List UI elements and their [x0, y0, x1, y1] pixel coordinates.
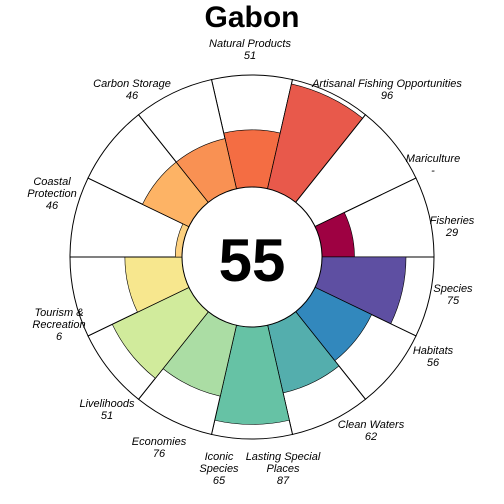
petal-value-artisanal-fishing-opportunities: 96 — [381, 90, 394, 102]
petal-label-habitats: Habitats 56 — [413, 345, 454, 369]
petal-label-coastal-protection: Coastal Protection 46 — [27, 176, 77, 212]
petal-label-artisanal-fishing-opportunities: Artisanal Fishing Opportunities 96 — [311, 78, 462, 102]
petal-label-iconic-species: Iconic Species 65 — [199, 451, 239, 487]
chart-title: Gabon — [205, 1, 300, 34]
petal-group — [69, 74, 435, 440]
petal-value-habitats: 56 — [427, 357, 440, 369]
overall-score: 55 — [219, 227, 286, 294]
petal-label-fisheries: Fisheries 29 — [430, 215, 475, 239]
petal-label-mariculture: Mariculture - — [406, 153, 460, 177]
label-group: Natural Products 51 Artisanal Fishing Oppo… — [27, 38, 475, 487]
petal-value-lasting-special-places: 87 — [277, 475, 290, 487]
petal-label-clean-waters: Clean Waters 62 — [338, 419, 405, 443]
petal-value-iconic-species: 65 — [213, 475, 226, 487]
petal-label-carbon-storage: Carbon Storage 46 — [93, 78, 171, 102]
petal-label-lasting-special-places: Lasting Special Places 87 — [246, 451, 321, 487]
petal-value-clean-waters: 62 — [365, 431, 377, 443]
petal-value-species: 75 — [447, 295, 460, 307]
petal-value-livelihoods: 51 — [101, 410, 113, 422]
petal-value-natural-products: 51 — [244, 50, 256, 62]
petal-value-economies: 76 — [153, 448, 166, 460]
petal-value-tourism-and-recreation: 6 — [56, 331, 63, 343]
petal-value-coastal-protection: 46 — [46, 200, 59, 212]
petal-value-mariculture: - — [431, 165, 435, 177]
petal-label-livelihoods: Livelihoods 51 — [79, 398, 135, 422]
petal-label-economies: Economies 76 — [132, 436, 187, 460]
petal-value-fisheries: 29 — [445, 227, 458, 239]
petal-value-carbon-storage: 46 — [126, 90, 139, 102]
center-circle — [181, 186, 323, 328]
petal-label-tourism-and-recreation: Tourism & Recreation 6 — [32, 307, 85, 343]
petal-label-natural-products: Natural Products 51 — [209, 38, 291, 62]
petal-label-species: Species 75 — [433, 283, 473, 307]
